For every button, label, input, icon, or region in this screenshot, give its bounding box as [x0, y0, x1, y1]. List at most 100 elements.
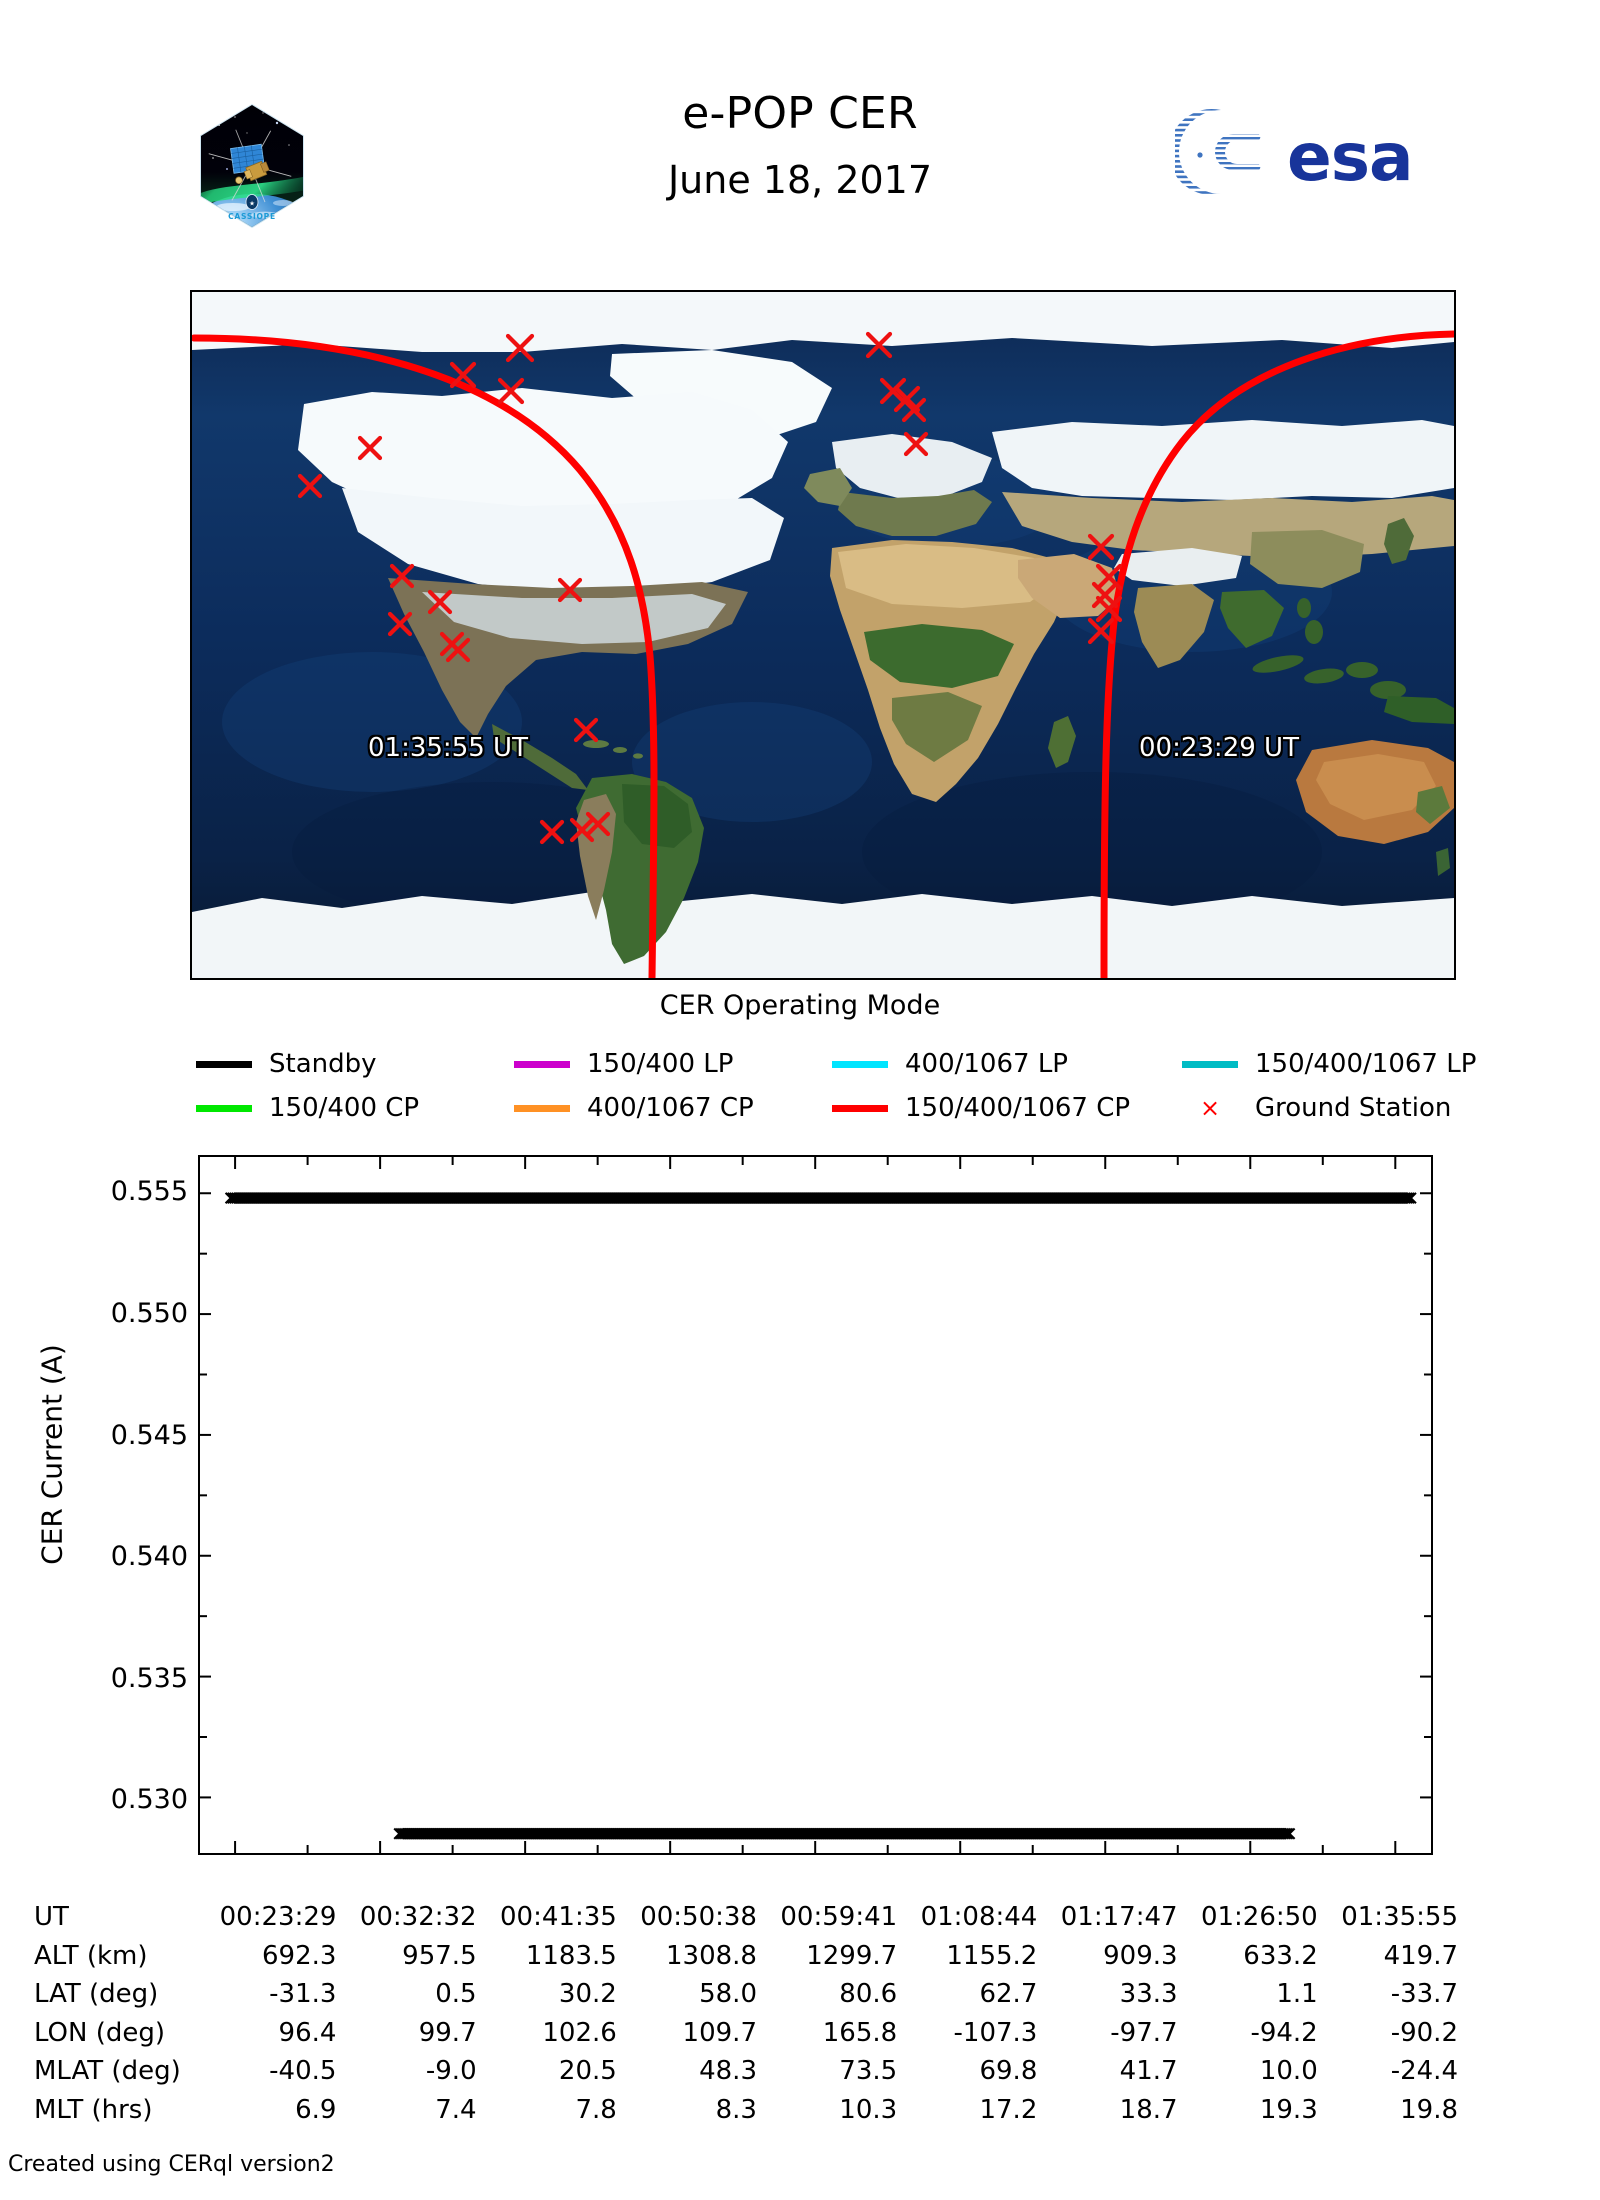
legend-label: 150/400 CP: [269, 1093, 420, 1123]
ephemeris-table: UT 00:23:29 00:32:32 00:41:35 00:50:38 00:59:…: [30, 1898, 1470, 2129]
table-cell: 69.8: [979, 2056, 1038, 2087]
legend-entry-400-1067-lp: 400/1067 LP: [832, 1049, 1182, 1079]
table-cell: 73.5: [839, 2056, 898, 2087]
table-row: UT 00:23:29 00:32:32 00:41:35 00:50:38 00:59:…: [30, 1898, 1470, 1937]
svg-text:esa: esa: [1287, 119, 1413, 196]
legend-label: 150/400 LP: [587, 1049, 734, 1079]
table-cell: 00:59:41: [780, 1902, 898, 1932]
table-cell: 00:41:35: [500, 1902, 617, 1932]
y-tick-label: 0.550: [110, 1297, 188, 1329]
table-cell: 80.6: [839, 1979, 898, 2010]
legend-label: 400/1067 LP: [905, 1049, 1068, 1079]
map-time-label-right: 00:23:29 UT: [1139, 733, 1299, 763]
table-cell: -31.3: [269, 1979, 337, 2010]
table-cell: 957.5: [402, 1940, 477, 1971]
table-cell: 102.6: [542, 2017, 617, 2048]
table-cell: 10.0: [1259, 2056, 1318, 2087]
table-cell: 62.7: [979, 1979, 1038, 2010]
table-cell: -97.7: [1110, 2017, 1178, 2048]
table-cell: 18.7: [1119, 2094, 1178, 2125]
x-axis-ticks: [234, 1157, 1397, 1853]
table-cell: 99.7: [418, 2017, 477, 2048]
table-cell: 00:23:29: [219, 1902, 337, 1932]
table-cell: 00:32:32: [359, 1902, 477, 1932]
legend-entry-ground-station: × Ground Station: [1182, 1093, 1456, 1123]
legend-entry-150-400-lp: 150/400 LP: [514, 1049, 832, 1079]
table-row-label: LON (deg): [34, 2017, 166, 2048]
legend-entry-150-400-1067-cp: 150/400/1067 CP: [832, 1093, 1182, 1123]
table-cell: 7.8: [575, 2094, 617, 2125]
legend-row: 150/400 CP 400/1067 CP 150/400/1067 CP × Gro…: [196, 1086, 1456, 1130]
table-cell: 01:26:50: [1200, 1902, 1318, 1932]
footer-credit: Created using CERql version2: [8, 2152, 335, 2177]
legend-label: Standby: [269, 1049, 377, 1079]
y-tick-label: 0.540: [110, 1541, 188, 1573]
table-cell: -24.4: [1390, 2056, 1458, 2087]
table-cell: 909.3: [1103, 1940, 1178, 1971]
table-cell: 17.2: [979, 2094, 1038, 2125]
legend-color-swatch: [832, 1060, 888, 1068]
table-cell: 58.0: [699, 1979, 757, 2010]
legend-label: 400/1067 CP: [587, 1093, 754, 1123]
table-cell: 01:17:47: [1060, 1902, 1178, 1932]
table-row-label: MLAT (deg): [34, 2056, 181, 2087]
ground-station-marker-icon: ×: [1199, 1094, 1221, 1122]
world-map-canvas: [192, 292, 1454, 978]
legend-label: 150/400/1067 CP: [905, 1093, 1131, 1123]
legend-color-swatch: [1182, 1060, 1238, 1068]
table-cell: 109.7: [682, 2017, 757, 2048]
table-row: LON (deg) 96.4 99.7 102.6 109.7 165.8 -107.3 -9…: [30, 2014, 1470, 2053]
table-row: ALT (km) 692.3 957.5 1183.5 1308.8 1299.7 1155…: [30, 1937, 1470, 1976]
legend-entry-150-400-cp: 150/400 CP: [196, 1093, 514, 1123]
cassiope-mission-logo: ★ CASSIOPE: [197, 103, 307, 229]
y-axis-ticks: [200, 1192, 1431, 1799]
table-cell: 1155.2: [946, 1940, 1038, 1971]
y-tick-label: 0.530: [110, 1784, 188, 1816]
table-cell: -107.3: [953, 2017, 1038, 2048]
cer-current-plot: [198, 1155, 1433, 1855]
table-cell: 1308.8: [666, 1940, 757, 1971]
table-cell: 633.2: [1243, 1940, 1318, 1971]
legend-color-swatch: [514, 1060, 570, 1068]
table-row: LAT (deg) -31.3 0.5 30.2 58.0 80.6 62.7 33.3 1.1…: [30, 1975, 1470, 2014]
table-cell: 692.3: [261, 1940, 337, 1971]
table-cell: 8.3: [715, 2094, 757, 2125]
legend-color-swatch: [514, 1104, 570, 1112]
cer-current-scatter: [200, 1157, 1431, 1853]
y-tick-label: 0.555: [110, 1176, 188, 1208]
table-cell: 1299.7: [806, 1940, 898, 1971]
legend-entry-400-1067-cp: 400/1067 CP: [514, 1093, 832, 1123]
page-date: June 18, 2017: [667, 158, 933, 202]
legend-entry-standby: Standby: [196, 1049, 514, 1079]
table-cell: -94.2: [1250, 2017, 1318, 2048]
ground-track-map: [190, 290, 1456, 980]
page-header: ★ CASSIOPE e-POP CER June 18, 2017: [0, 0, 1600, 229]
table-cell: 00:50:38: [640, 1902, 757, 1932]
table-cell: 10.3: [839, 2094, 898, 2125]
map-time-label-left: 01:35:55 UT: [368, 733, 528, 763]
table-cell: 41.7: [1119, 2056, 1178, 2087]
operating-mode-legend: Standby 150/400 LP 400/1067 LP 150/400/1067…: [196, 1042, 1476, 1130]
y-axis-tick-labels: 0.555 0.550 0.545 0.540 0.535 0.530: [20, 1155, 188, 1855]
legend-row: Standby 150/400 LP 400/1067 LP 150/400/1067…: [196, 1042, 1476, 1086]
legend-label: Ground Station: [1255, 1093, 1452, 1123]
legend-color-swatch: [832, 1104, 888, 1112]
table-row-label: UT: [34, 1902, 69, 1932]
table-cell: 165.8: [822, 2017, 898, 2048]
table-cell: 1.1: [1276, 1979, 1318, 2010]
y-tick-label: 0.545: [110, 1419, 188, 1451]
svg-text:★: ★: [249, 200, 255, 208]
table-cell: 33.3: [1119, 1979, 1178, 2010]
legend-color-swatch: [196, 1060, 252, 1068]
legend-entry-150-400-1067-lp: 150/400/1067 LP: [1182, 1049, 1476, 1079]
table-cell: 01:08:44: [920, 1902, 1038, 1932]
legend-title: CER Operating Mode: [659, 990, 941, 1021]
svg-text:CASSIOPE: CASSIOPE: [228, 212, 276, 221]
table-cell: 30.2: [558, 1979, 617, 2010]
title-block: e-POP CER June 18, 2017: [500, 92, 1100, 203]
y-axis-label: CER Current (A): [35, 1344, 69, 1565]
y-tick-label: 0.535: [110, 1662, 188, 1694]
ground-station-markers: [297, 331, 1123, 845]
table-row-label: LAT (deg): [34, 1979, 159, 2010]
